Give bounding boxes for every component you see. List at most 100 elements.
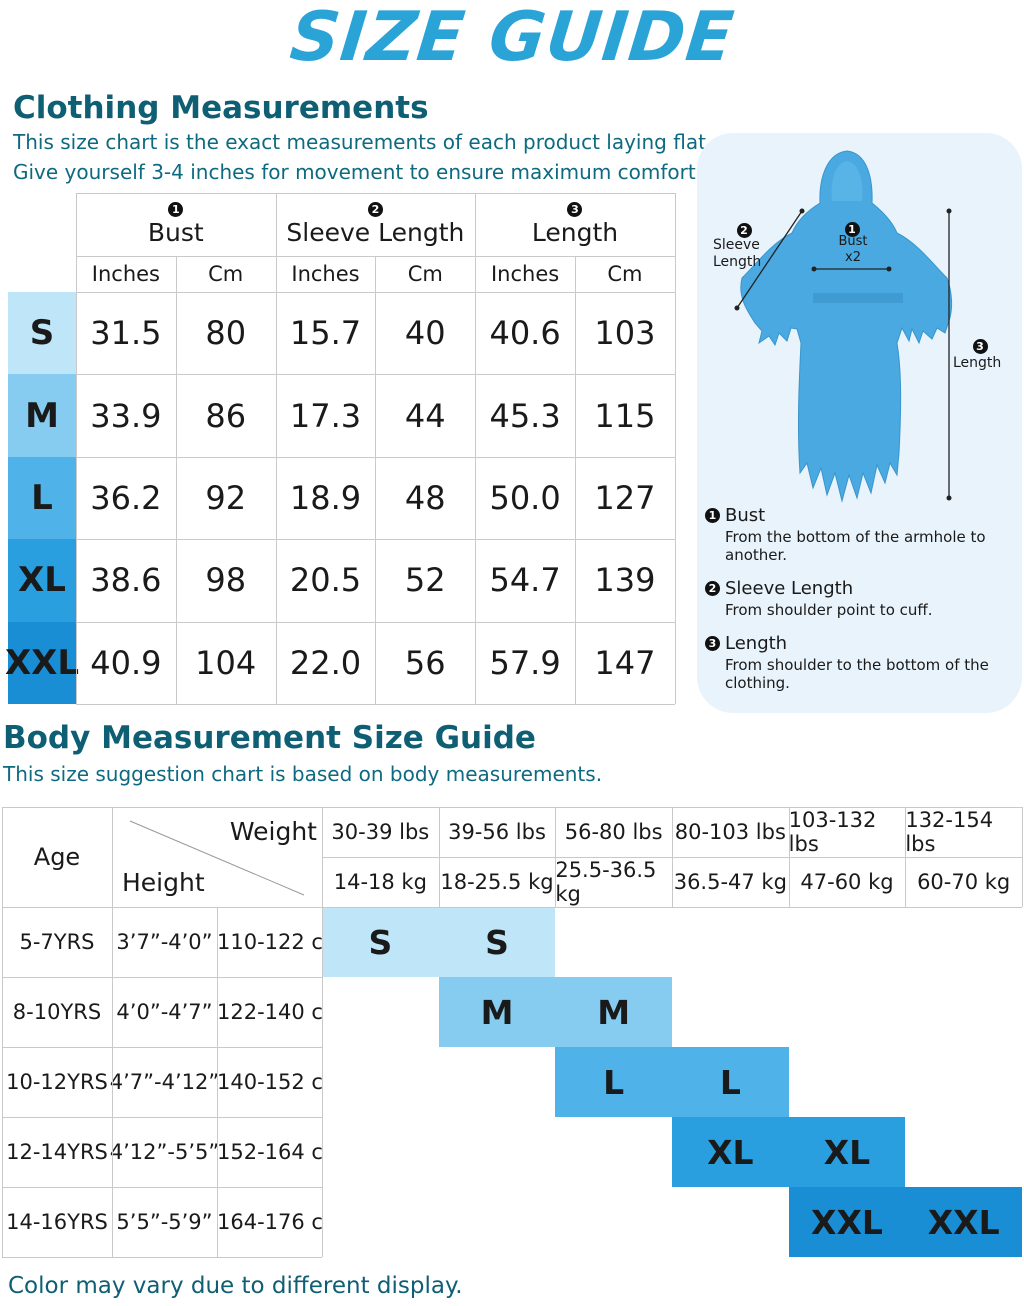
size-block-l (555, 1047, 789, 1117)
height-cm-range: 110-122 cm (217, 930, 322, 954)
height-cm-range: 164-176 cm (217, 1210, 322, 1234)
length-marker: 3 (970, 337, 990, 355)
measurement-value: 57.9 (489, 643, 561, 682)
grid-line (575, 256, 576, 704)
sleeve-label: Sleeve Length (713, 237, 762, 270)
length-label: Length (953, 355, 1002, 371)
grid-line (76, 193, 77, 704)
column-header-label: Length (531, 218, 619, 247)
grid-line (112, 807, 113, 1257)
recommended-size: L (603, 1062, 625, 1102)
height-ft-range: 5’5”-5’9” (116, 1210, 213, 1234)
recommended-size: XL (707, 1132, 754, 1172)
grid-line (438, 807, 440, 907)
unit-inches-header: Inches (91, 262, 161, 286)
column-header-sleeve-length: 2 Sleeve Length (276, 193, 476, 256)
grid-line (322, 807, 323, 1257)
bust-label: Bust x2 (838, 234, 868, 265)
column-header-label: Bust (147, 218, 204, 247)
grid-line (2, 1187, 322, 1188)
footnote: Color may vary due to different display. (8, 1273, 463, 1299)
legend-title-text: Length (725, 633, 788, 654)
column-header-label: Sleeve Length (286, 218, 465, 247)
grid-line (2, 1257, 322, 1258)
age-range: 14-16YRS (6, 1210, 108, 1234)
measurement-value: 44 (404, 396, 446, 435)
body-heading: Body Measurement Size Guide (3, 720, 536, 756)
recommended-size: XXL (811, 1202, 883, 1242)
grid-line (2, 1117, 322, 1118)
measurement-value: 50.0 (489, 478, 561, 517)
measurement-value: 48 (404, 478, 446, 517)
grid-line (672, 807, 673, 907)
size-label-m: M (8, 374, 76, 457)
height-ft-range: 3’7”-4’0” (116, 930, 213, 954)
weight-kg-header: 18-25.5 kg (440, 870, 554, 894)
measurement-value: 147 (594, 643, 656, 682)
recommended-size: M (480, 992, 514, 1032)
grid-line (375, 256, 377, 704)
measurement-value: 127 (594, 478, 656, 517)
weight-kg-header: 47-60 kg (800, 870, 894, 894)
recommended-size: S (368, 922, 393, 962)
grid-line (2, 907, 1022, 908)
robe-illustration (734, 150, 953, 503)
legend-item-bust: 1 Bust From the bottom of the armhole to a… (705, 505, 1020, 564)
size-block-xxl (788, 1187, 1022, 1257)
measurement-value: 103 (594, 314, 656, 353)
size-label-l: L (8, 456, 76, 540)
size-label-xl: XL (8, 539, 76, 622)
size-label-s: S (8, 292, 76, 375)
body-subtitle: This size suggestion chart is based on b… (3, 762, 603, 786)
recommended-size: M (597, 992, 631, 1032)
clothing-subtitle-1: This size chart is the exact measurement… (13, 130, 713, 154)
unit-cm-header: Cm (607, 262, 643, 286)
measurement-value: 104 (195, 643, 257, 682)
measurement-value: 36.2 (90, 478, 162, 517)
clothing-heading: Clothing Measurements (13, 90, 429, 126)
legend-number-badge: 1 (705, 508, 720, 523)
measurement-value: 92 (205, 478, 247, 517)
weight-lbs-header: 80-103 lbs (674, 820, 786, 844)
measurement-value: 33.9 (90, 396, 162, 435)
measurement-value: 45.3 (489, 396, 561, 435)
clothing-subtitle-2: Give yourself 3-4 inches for movement to… (13, 160, 703, 184)
grid-line (275, 193, 277, 704)
weight-kg-header: 14-18 kg (333, 870, 427, 894)
unit-cm-header: Cm (407, 262, 443, 286)
measurement-value: 86 (205, 396, 247, 435)
weight-header: Weight (229, 816, 317, 846)
legend-item-description: From shoulder point to cuff. (725, 601, 933, 619)
header-diagonal-line (129, 820, 305, 896)
measurement-value: 40.9 (90, 643, 162, 682)
weight-lbs-header: 39-56 lbs (448, 820, 546, 844)
legend-item-sleeve-length: 2 Sleeve Length From shoulder point to cuf… (705, 578, 1020, 619)
measurement-value: 22.0 (289, 643, 362, 682)
measurement-value: 52 (404, 561, 446, 600)
grid-line (76, 193, 675, 194)
measurement-value: 98 (205, 561, 247, 600)
measurement-value: 31.5 (90, 314, 162, 353)
age-range: 5-7YRS (19, 930, 95, 954)
column-header-length: 3 Length (475, 193, 675, 256)
column-number-badge: 3 (567, 202, 583, 217)
weight-lbs-header: 30-39 lbs (331, 820, 430, 844)
measurement-value: 56 (404, 643, 446, 682)
age-range: 8-10YRS (12, 1000, 102, 1024)
recommended-size: L (719, 1062, 741, 1102)
size-block-m (438, 977, 672, 1047)
height-header: Height (122, 867, 205, 897)
legend-title-text: Bust (725, 505, 766, 526)
grid-line (475, 193, 477, 704)
recommended-size: XXL (927, 1202, 1000, 1242)
grid-line (674, 193, 676, 704)
legend-item-description: From the bottom of the armhole to anothe… (725, 528, 986, 564)
size-block-xl (672, 1117, 906, 1187)
measurement-diagram-panel: 2 Sleeve Length 1 Bust x2 3 Length 1 Bust… (697, 133, 1022, 713)
grid-line (2, 977, 322, 978)
recommended-size: S (485, 922, 509, 962)
legend-title-text: Sleeve Length (725, 578, 854, 599)
size-block-s (322, 907, 556, 977)
legend-item-length: 3 Length From shoulder to the bottom of th… (705, 633, 1020, 692)
size-label-xxl: XXL (5, 621, 79, 704)
